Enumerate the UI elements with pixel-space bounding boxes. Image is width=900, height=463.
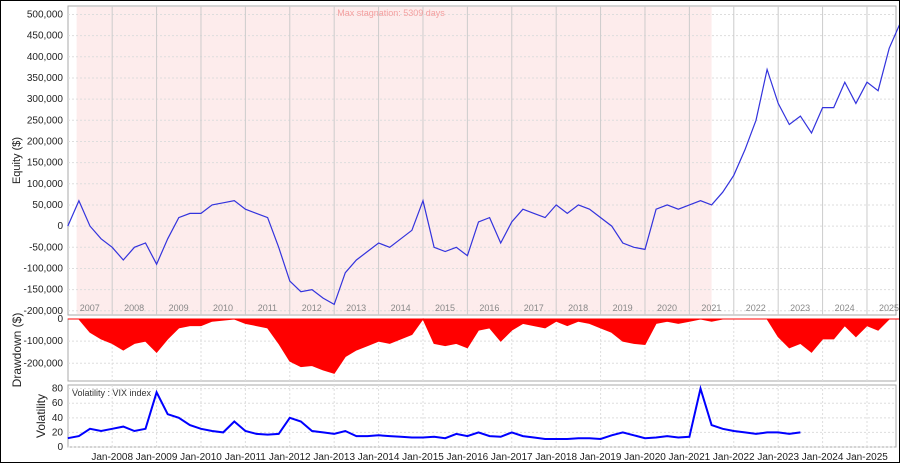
x-tick-label: Jan-2024 (802, 452, 844, 463)
equity-y-tick-label: 500,000 (27, 9, 64, 20)
volatility-legend: Volatility : VIX index (72, 388, 152, 398)
volatility-y-tick-label: 60 (52, 398, 64, 409)
year-label: 2010 (213, 303, 233, 313)
year-label: 2013 (346, 303, 366, 313)
x-tick-label: Jan-2014 (358, 452, 400, 463)
x-tick-label: Jan-2018 (535, 452, 577, 463)
x-tick-label: Jan-2016 (447, 452, 489, 463)
volatility-y-tick-label: 40 (52, 413, 64, 424)
equity-y-tick-label: 0 (57, 221, 63, 232)
x-tick-label: Jan-2010 (180, 452, 222, 463)
equity-y-tick-label: -50,000 (29, 242, 63, 253)
x-tick-label: Jan-2022 (713, 452, 755, 463)
volatility-axis-label: Volatility (34, 394, 48, 438)
x-tick-label: Jan-2012 (269, 452, 311, 463)
year-label: 2019 (613, 303, 633, 313)
year-label: 2025 (879, 303, 899, 313)
year-label: 2024 (835, 303, 855, 313)
equity-y-tick-label: 450,000 (27, 31, 64, 42)
x-tick-label: Jan-2017 (491, 452, 533, 463)
panel-volatility: 0 20 40 60 80 Volatility Volatility : VIX inde… (34, 384, 897, 463)
equity-y-tick-label: 400,000 (27, 52, 64, 63)
year-label: 2015 (435, 303, 455, 313)
year-label: 2009 (169, 303, 189, 313)
x-tick-label: Jan-2023 (757, 452, 799, 463)
x-tick-label: Jan-2011 (225, 452, 266, 463)
x-tick-label: Jan-2021 (669, 452, 711, 463)
volatility-y-tick-label: 0 (57, 442, 63, 453)
year-label: 2017 (524, 303, 544, 313)
max-stagnation-annotation: Max stagnation: 5309 days (337, 8, 445, 18)
equity-y-tick-label: 350,000 (27, 73, 64, 84)
x-tick-label: Jan-2013 (313, 452, 355, 463)
year-label: 2020 (657, 303, 677, 313)
x-tick-label: Jan-2008 (91, 452, 133, 463)
x-tick-label: Jan-2020 (624, 452, 666, 463)
equity-y-tick-label: 250,000 (27, 115, 64, 126)
equity-y-tick-label: 300,000 (27, 94, 64, 105)
x-tick-label: Jan-2025 (846, 452, 888, 463)
year-label: 2014 (391, 303, 411, 313)
equity-y-tick-label: 50,000 (32, 200, 63, 211)
drawdown-area (67, 318, 899, 374)
drawdown-axis-label: Drawdown ($) (10, 313, 24, 388)
volatility-y-tick-label: 80 (52, 384, 64, 395)
year-label: 2008 (124, 303, 144, 313)
volatility-line (67, 384, 801, 441)
equity-y-tick-label: -100,000 (24, 263, 64, 274)
year-label: 2022 (746, 303, 766, 313)
drawdown-y-tick-label: -100,000 (24, 336, 64, 347)
year-label: 2018 (568, 303, 588, 313)
panel-equity: -200,000 -150,000 -100,000 -50,000 0 50,000 10… (11, 5, 899, 317)
equity-y-tick-label: -150,000 (24, 285, 64, 296)
equity-y-tick-label: 100,000 (27, 179, 64, 190)
equity-line (67, 24, 899, 306)
equity-y-tick-label: -200,000 (24, 306, 64, 317)
equity-axis-label: Equity ($) (11, 137, 23, 184)
year-label: 2007 (80, 303, 100, 313)
equity-y-tick-label: 200,000 (27, 136, 64, 147)
equity-y-tick-label: 150,000 (27, 158, 64, 169)
year-label: 2011 (258, 303, 277, 313)
year-label: 2016 (479, 303, 499, 313)
x-tick-label: Jan-2009 (136, 452, 178, 463)
stagnation-band (76, 7, 712, 314)
year-label: 2023 (790, 303, 810, 313)
x-tick-label: Jan-2019 (580, 452, 622, 463)
volatility-y-tick-label: 20 (52, 427, 64, 438)
year-label: 2012 (302, 303, 322, 313)
drawdown-y-tick-label: -200,000 (24, 358, 64, 369)
year-label: 2021 (701, 303, 721, 313)
drawdown-y-tick-label: 0 (57, 314, 63, 325)
x-tick-label: Jan-2015 (402, 452, 444, 463)
volatility-plot-area (67, 384, 897, 448)
